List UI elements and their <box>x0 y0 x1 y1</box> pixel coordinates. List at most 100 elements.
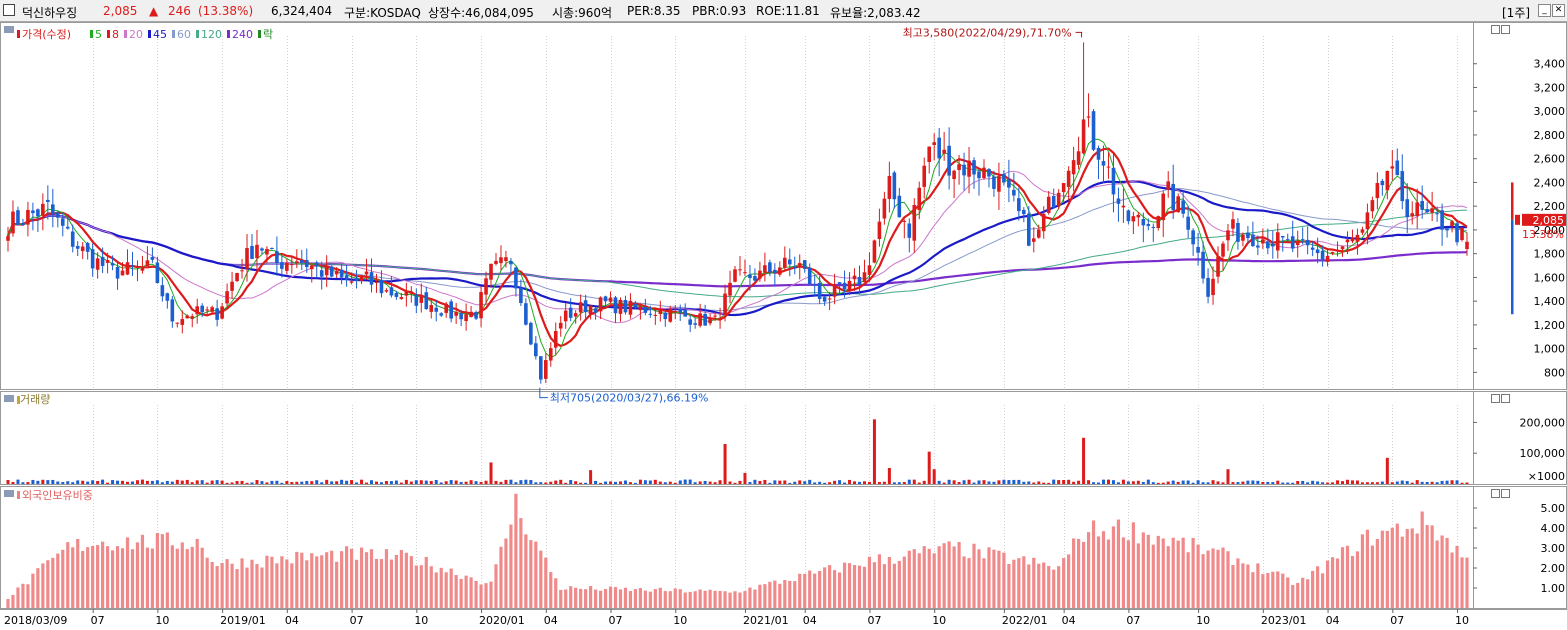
candle[interactable] <box>399 292 404 300</box>
candle[interactable] <box>439 312 444 317</box>
volume-bar[interactable] <box>1345 479 1349 484</box>
foreign-bar[interactable] <box>728 592 732 608</box>
foreign-bar[interactable] <box>932 553 936 608</box>
foreign-bar[interactable] <box>977 549 981 608</box>
candle[interactable] <box>1440 203 1444 246</box>
volume-bar[interactable] <box>250 482 254 484</box>
foreign-bar[interactable] <box>1116 519 1121 608</box>
foreign-bar[interactable] <box>534 541 538 608</box>
volume-bar[interactable] <box>803 481 807 484</box>
volume-bar[interactable] <box>758 480 762 484</box>
volume-bar[interactable] <box>763 479 767 484</box>
volume-bar[interactable] <box>1211 480 1215 484</box>
candle[interactable] <box>992 170 996 197</box>
candle[interactable] <box>1320 245 1325 267</box>
volume-bar[interactable] <box>768 482 772 484</box>
foreign-bar[interactable] <box>170 545 174 608</box>
foreign-bar[interactable] <box>21 583 25 608</box>
foreign-bar[interactable] <box>569 586 573 608</box>
candle[interactable] <box>339 264 344 285</box>
candle[interactable] <box>668 305 673 323</box>
candle[interactable] <box>768 259 772 277</box>
candle[interactable] <box>673 305 678 320</box>
volume-bar[interactable] <box>987 481 991 484</box>
foreign-bar[interactable] <box>1136 543 1140 608</box>
candle[interactable] <box>1365 203 1370 245</box>
foreign-bar[interactable] <box>713 590 717 608</box>
volume-bar[interactable] <box>688 479 692 484</box>
foreign-bar[interactable] <box>1455 546 1459 608</box>
foreign-bar[interactable] <box>1022 556 1026 608</box>
foreign-bar[interactable] <box>305 560 309 608</box>
volume-bar[interactable] <box>81 480 85 484</box>
volume-bar[interactable] <box>11 481 15 484</box>
volume-bar[interactable] <box>609 481 613 484</box>
candle[interactable] <box>220 302 224 320</box>
candle[interactable] <box>1091 109 1096 152</box>
candle[interactable] <box>1325 248 1330 267</box>
volume-bar[interactable] <box>374 481 378 484</box>
candle[interactable] <box>1400 154 1405 210</box>
volume-bar[interactable] <box>86 481 90 484</box>
foreign-bar[interactable] <box>459 578 463 608</box>
candle[interactable] <box>867 252 872 282</box>
volume-bar[interactable] <box>240 480 244 484</box>
volume-bar[interactable] <box>1216 481 1220 484</box>
candle[interactable] <box>304 248 309 273</box>
foreign-bar[interactable] <box>1350 555 1355 608</box>
foreign-bar[interactable] <box>66 542 70 608</box>
candle[interactable] <box>329 265 334 278</box>
foreign-bar[interactable] <box>1141 532 1145 608</box>
foreign-bar[interactable] <box>907 550 911 608</box>
volume-bar[interactable] <box>1450 480 1454 484</box>
foreign-bar[interactable] <box>135 542 140 608</box>
volume-bar[interactable] <box>738 480 742 484</box>
volume-bar[interactable] <box>1415 480 1419 484</box>
candle[interactable] <box>1191 228 1195 256</box>
candle[interactable] <box>608 291 613 304</box>
volume-bar[interactable] <box>165 480 169 484</box>
foreign-bar[interactable] <box>1465 557 1469 608</box>
candle[interactable] <box>548 342 553 367</box>
candle[interactable] <box>464 303 468 331</box>
candle[interactable] <box>205 306 209 315</box>
foreign-bar[interactable] <box>220 562 224 608</box>
foreign-bar[interactable] <box>499 546 503 608</box>
volume-bar[interactable] <box>564 482 568 484</box>
candle[interactable] <box>524 298 528 326</box>
foreign-bar[interactable] <box>115 546 120 608</box>
candle[interactable] <box>643 298 648 316</box>
foreign-bar[interactable] <box>952 546 956 608</box>
candle[interactable] <box>588 305 593 320</box>
candle[interactable] <box>314 260 319 279</box>
candle[interactable] <box>55 210 60 228</box>
candle[interactable] <box>787 248 792 277</box>
candle[interactable] <box>1256 235 1260 256</box>
volume-bar[interactable] <box>1236 482 1240 484</box>
volume-bar[interactable] <box>384 480 388 484</box>
foreign-bar[interactable] <box>1121 537 1126 608</box>
candle[interactable] <box>404 282 409 307</box>
candle[interactable] <box>1141 212 1146 243</box>
foreign-bar[interactable] <box>325 552 329 608</box>
candle[interactable] <box>653 307 658 325</box>
candle[interactable] <box>887 161 892 213</box>
foreign-bar[interactable] <box>1330 557 1335 608</box>
candle[interactable] <box>1041 206 1046 239</box>
foreign-bar[interactable] <box>1430 525 1434 608</box>
volume-bar[interactable] <box>982 480 986 484</box>
foreign-bar[interactable] <box>1062 558 1066 608</box>
volume-bar[interactable] <box>275 480 279 484</box>
foreign-bar[interactable] <box>120 548 125 608</box>
candle[interactable] <box>1460 227 1464 242</box>
candle[interactable] <box>1280 235 1285 252</box>
volume-bar[interactable] <box>340 479 344 484</box>
volume-bar[interactable] <box>330 481 334 484</box>
foreign-bar[interactable] <box>335 561 339 608</box>
candle[interactable] <box>753 268 757 282</box>
candle[interactable] <box>743 259 747 276</box>
candle[interactable] <box>1076 136 1081 170</box>
foreign-bar[interactable] <box>574 587 578 608</box>
foreign-bar[interactable] <box>190 546 194 608</box>
volume-bar[interactable] <box>957 481 961 484</box>
